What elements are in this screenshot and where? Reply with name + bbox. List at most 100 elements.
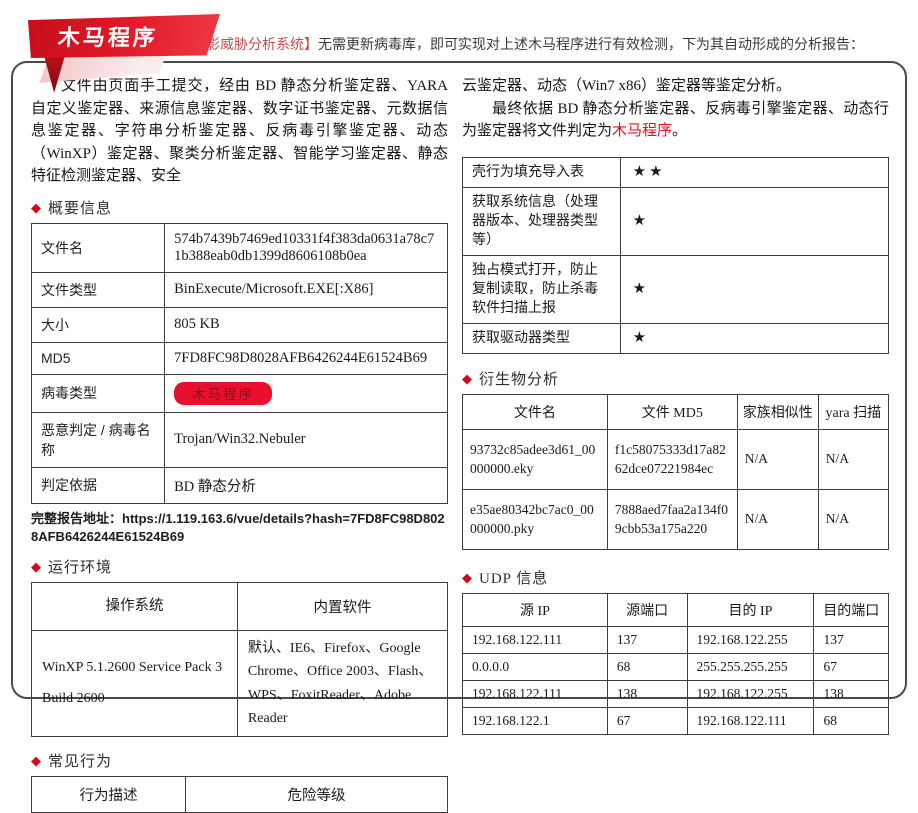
source-port: 68 xyxy=(606,652,688,681)
right-column: 云鉴定器、动态（Win7 x86）鉴定器等鉴定分析。 最终依据 BD 静态分析鉴… xyxy=(462,75,890,735)
source-port-header: 源端口 xyxy=(606,592,688,627)
risk-stars: ★ xyxy=(619,186,890,256)
verdict-trojan-text: 木马程序 xyxy=(612,123,673,139)
table-row: 0.0.0.0 68 255.255.255.255 67 xyxy=(462,652,889,681)
family-similarity-header: 家族相似性 xyxy=(736,393,819,430)
analysis-paragraph-left: 文件由页面手工提交，经由 BD 静态分析鉴定器、YARA 自定义鉴定器、来源信息… xyxy=(31,78,449,184)
derivatives-section-heading: ◆ 衍生物分析 xyxy=(462,368,889,389)
table-row: 大小 805 KB xyxy=(30,306,449,343)
source-ip: 192.168.122.1 xyxy=(462,706,608,735)
risk-behavior-label: 获取系统信息（处理器版本、处理器类型等） xyxy=(462,186,621,256)
risk-stars: ★ xyxy=(619,322,890,354)
left-column: 文件由页面手工提交，经由 BD 静态分析鉴定器、YARA 自定义鉴定器、来源信息… xyxy=(30,75,449,813)
trojan-ribbon: 木马程序 xyxy=(24,8,234,88)
summary-section-heading: ◆ 概要信息 xyxy=(31,197,448,218)
table-header-row: 文件名 文件 MD5 家族相似性 yara 扫描 xyxy=(462,393,890,430)
os-column-header: 操作系统 xyxy=(31,582,238,632)
behavior-title: 常见行为 xyxy=(48,753,113,770)
report-url-label: 完整报告地址： xyxy=(31,510,123,526)
analysis-paragraph-right-2: 最终依据 BD 静态分析鉴定器、反病毒引擎鉴定器、动态行为鉴定器将文件判定为木马… xyxy=(462,98,889,143)
virus-type-badge: 木马程序 xyxy=(174,381,273,405)
table-row: 文件名 574b7439b7469ed10331f4f383da0631a78c… xyxy=(30,222,449,273)
file-type-value: BinExecute/Microsoft.EXE[:X86] xyxy=(164,271,449,308)
derivative-md5-header: 文件 MD5 xyxy=(606,393,738,430)
table-row: 独占模式打开，防止复制读取，防止杀毒软件扫描上报 ★ xyxy=(462,254,890,324)
source-port: 137 xyxy=(606,625,688,654)
table-row: 93732c85adee3d61_00000000.eky f1c5807533… xyxy=(462,428,890,490)
dest-port: 68 xyxy=(813,706,889,735)
diamond-icon: ◆ xyxy=(31,559,42,575)
family-similarity: N/A xyxy=(736,428,819,490)
derivative-filename: 93732c85adee3d61_00000000.eky xyxy=(462,428,608,490)
table-row: 192.168.122.111 137 192.168.122.255 137 xyxy=(462,625,889,654)
diamond-icon: ◆ xyxy=(31,752,42,768)
source-port: 138 xyxy=(606,679,688,708)
dest-ip: 255.255.255.255 xyxy=(686,652,815,681)
table-header-row: 行为描述 危险等级 xyxy=(31,775,449,813)
dest-port: 137 xyxy=(813,625,889,654)
derivatives-table: 文件名 文件 MD5 家族相似性 yara 扫描 93732c85adee3d6… xyxy=(462,393,890,550)
table-row: 壳行为填充导入表 ★★ xyxy=(462,156,890,188)
source-ip-header: 源 IP xyxy=(462,592,608,627)
virus-name-value: Trojan/Win32.Nebuler xyxy=(164,411,449,468)
source-ip: 192.168.122.111 xyxy=(462,679,608,708)
yara-scan: N/A xyxy=(817,488,890,550)
verdict-period: 。 xyxy=(672,123,688,139)
dest-ip: 192.168.122.255 xyxy=(686,625,815,654)
report-url-line: 完整报告地址：https://1.119.163.6/vue/details?h… xyxy=(31,510,448,548)
dest-ip-header: 目的 IP xyxy=(686,592,815,627)
diamond-icon: ◆ xyxy=(462,370,474,386)
risk-behavior-label: 壳行为填充导入表 xyxy=(462,156,621,188)
table-row: MD5 7FD8FC98D8028AFB6426244E61524B69 xyxy=(30,341,449,375)
diamond-icon: ◆ xyxy=(462,569,474,585)
table-row: 病毒类型 木马程序 xyxy=(30,373,449,413)
table-header-row: 源 IP 源端口 目的 IP 目的端口 xyxy=(462,592,889,627)
summary-label: 病毒类型 xyxy=(30,373,166,413)
table-row: 获取系统信息（处理器版本、处理器类型等） ★ xyxy=(462,186,890,256)
risk-behavior-label: 独占模式打开，防止复制读取，防止杀毒软件扫描上报 xyxy=(462,254,621,324)
derivative-filename-header: 文件名 xyxy=(462,393,608,430)
environment-title: 运行环境 xyxy=(48,560,113,577)
udp-section-heading: ◆ UDP 信息 xyxy=(462,567,889,588)
source-ip: 192.168.122.111 xyxy=(462,625,608,654)
verdict-text: 最终依据 BD 静态分析鉴定器、反病毒引擎鉴定器、动态行为鉴定器将文件判定为 xyxy=(462,100,889,140)
table-row: 判定依据 BD 静态分析 xyxy=(30,466,449,504)
risk-level-header: 危险等级 xyxy=(184,775,449,813)
file-size-value: 805 KB xyxy=(164,306,449,343)
derivative-filename: e35ae80342bc7ac0_00000000.pky xyxy=(462,488,608,550)
summary-label: 文件类型 xyxy=(30,271,166,308)
virus-type-cell: 木马程序 xyxy=(164,373,449,413)
md5-value: 7FD8FC98D8028AFB6426244E61524B69 xyxy=(164,341,449,375)
dest-port-header: 目的端口 xyxy=(813,592,889,627)
analysis-paragraph-right-1: 云鉴定器、动态（Win7 x86）鉴定器等鉴定分析。 xyxy=(462,78,791,94)
table-row: e35ae80342bc7ac0_00000000.pky 7888aed7fa… xyxy=(462,488,890,550)
behavior-section-heading: ◆ 常见行为 xyxy=(31,750,448,771)
ribbon-band: 木马程序 xyxy=(28,14,220,58)
dest-port: 138 xyxy=(813,679,889,708)
summary-title: 概要信息 xyxy=(48,200,113,217)
software-value: 默认、IE6、Firefox、Google Chrome、Office 2003… xyxy=(236,630,449,737)
report-url-link[interactable]: https://1.119.163.6/vue/details?hash=7FD… xyxy=(31,510,445,545)
derivative-md5: 7888aed7faa2a134f09cbb53a175a220 xyxy=(606,488,738,550)
summary-label: 判定依据 xyxy=(30,466,166,504)
summary-label: 大小 xyxy=(30,306,166,343)
software-column-header: 内置软件 xyxy=(236,582,449,632)
file-name-value: 574b7439b7469ed10331f4f383da0631a78c71b3… xyxy=(164,222,449,273)
derivatives-title: 衍生物分析 xyxy=(479,371,560,388)
summary-label: 文件名 xyxy=(30,222,166,273)
dest-ip: 192.168.122.111 xyxy=(686,706,815,735)
behavior-table: 行为描述 危险等级 xyxy=(31,775,449,813)
environment-table: 操作系统 内置软件 WinXP 5.1.2600 Service Pack 3 … xyxy=(31,582,449,737)
yara-scan-header: yara 扫描 xyxy=(817,393,890,430)
ribbon-label: 木马程序 xyxy=(57,25,159,50)
table-row: 获取驱动器类型 ★ xyxy=(462,322,890,354)
intro-line: 安天【追影威胁分析系统】无需更新病毒库，即可实现对上述木马程序进行有效检测，下为… xyxy=(150,34,910,54)
risk-behavior-label: 获取驱动器类型 xyxy=(462,322,621,354)
behavior-desc-header: 行为描述 xyxy=(31,775,186,813)
source-ip: 0.0.0.0 xyxy=(462,652,608,681)
summary-table: 文件名 574b7439b7469ed10331f4f383da0631a78c… xyxy=(30,222,449,504)
summary-label: 恶意判定 / 病毒名称 xyxy=(30,411,166,468)
yara-scan: N/A xyxy=(817,428,890,490)
report-sheet: 文件由页面手工提交，经由 BD 静态分析鉴定器、YARA 自定义鉴定器、来源信息… xyxy=(11,61,907,813)
family-similarity: N/A xyxy=(736,488,819,550)
